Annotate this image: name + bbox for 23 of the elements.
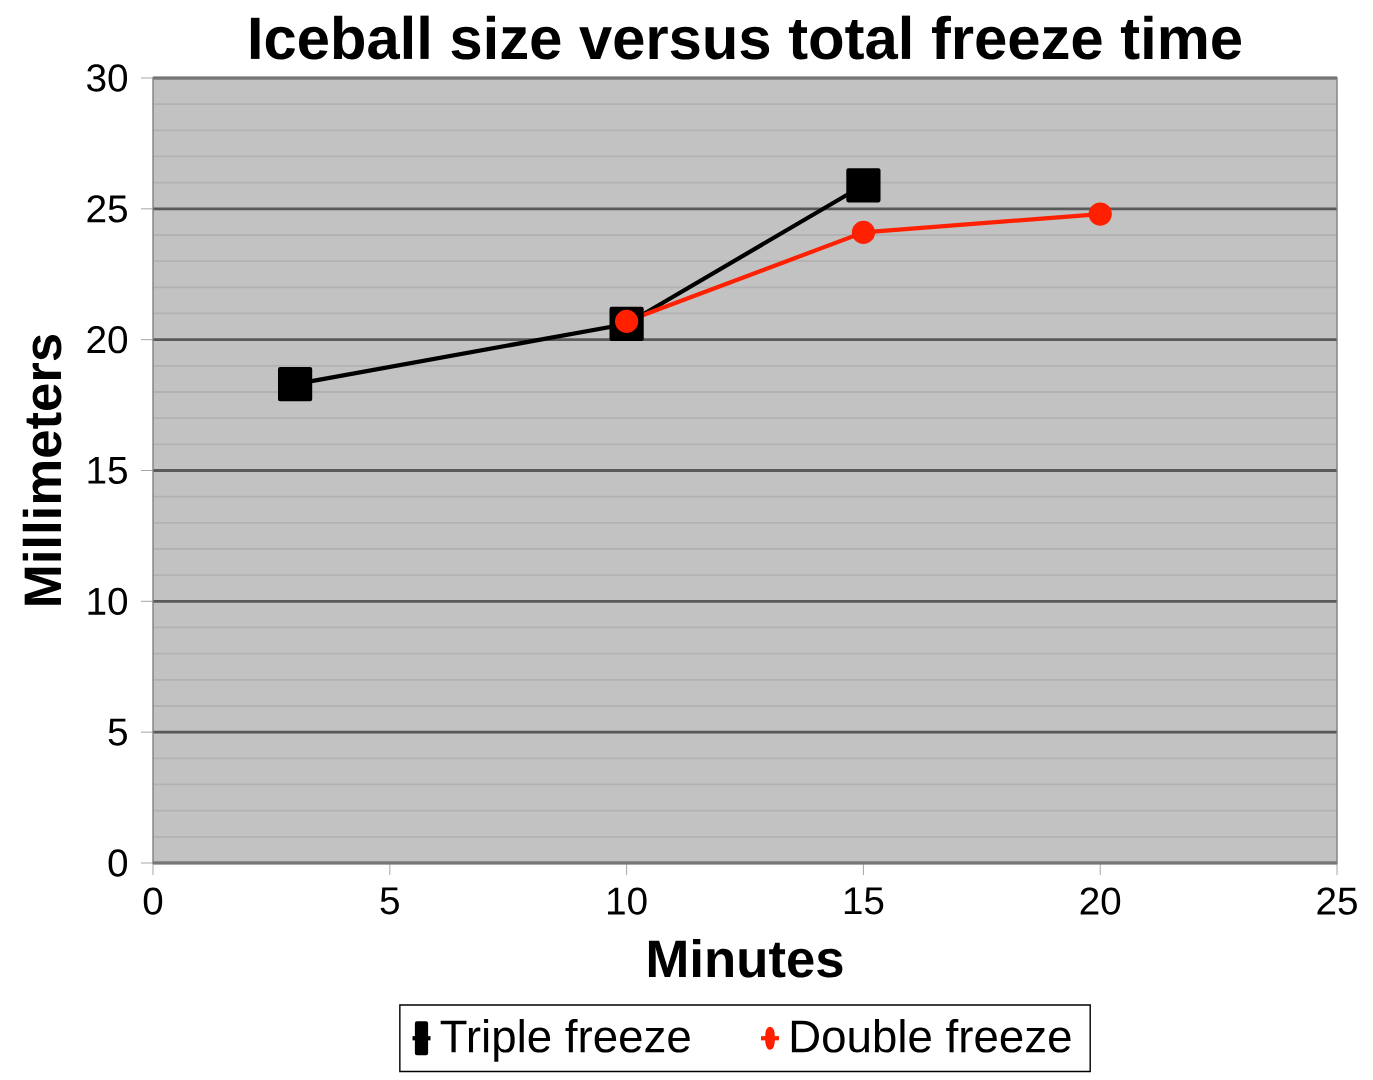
x-tick-label: 25 (1317, 887, 1357, 915)
y-tick-label: 5 (108, 718, 127, 746)
y-tick-label: 0 (108, 849, 128, 877)
legend-label: Double freeze (791, 1019, 1071, 1053)
y-tick-label: 15 (88, 457, 127, 484)
point (1088, 202, 1112, 226)
point (846, 168, 881, 203)
x-tick-label: 5 (380, 887, 399, 915)
y-tick-label: 30 (87, 64, 128, 92)
y-tick-label: 20 (87, 326, 128, 354)
point (615, 309, 639, 333)
x-tick-label: 10 (608, 887, 647, 915)
x-tick-label: 20 (1080, 887, 1121, 915)
x-tick-label: 15 (844, 887, 884, 915)
y-tick-label: 25 (87, 195, 127, 223)
chart-title: Iceball size versus total freeze time (250, 15, 1242, 60)
point (277, 367, 313, 402)
y-tick-label: 10 (88, 587, 128, 616)
y-axis-title: Millimeters (22, 334, 62, 605)
legend-label: Triple freeze (440, 1019, 690, 1062)
x-tick-label: 0 (143, 887, 163, 915)
point (851, 220, 876, 244)
x-axis-title: Minutes (648, 938, 843, 978)
